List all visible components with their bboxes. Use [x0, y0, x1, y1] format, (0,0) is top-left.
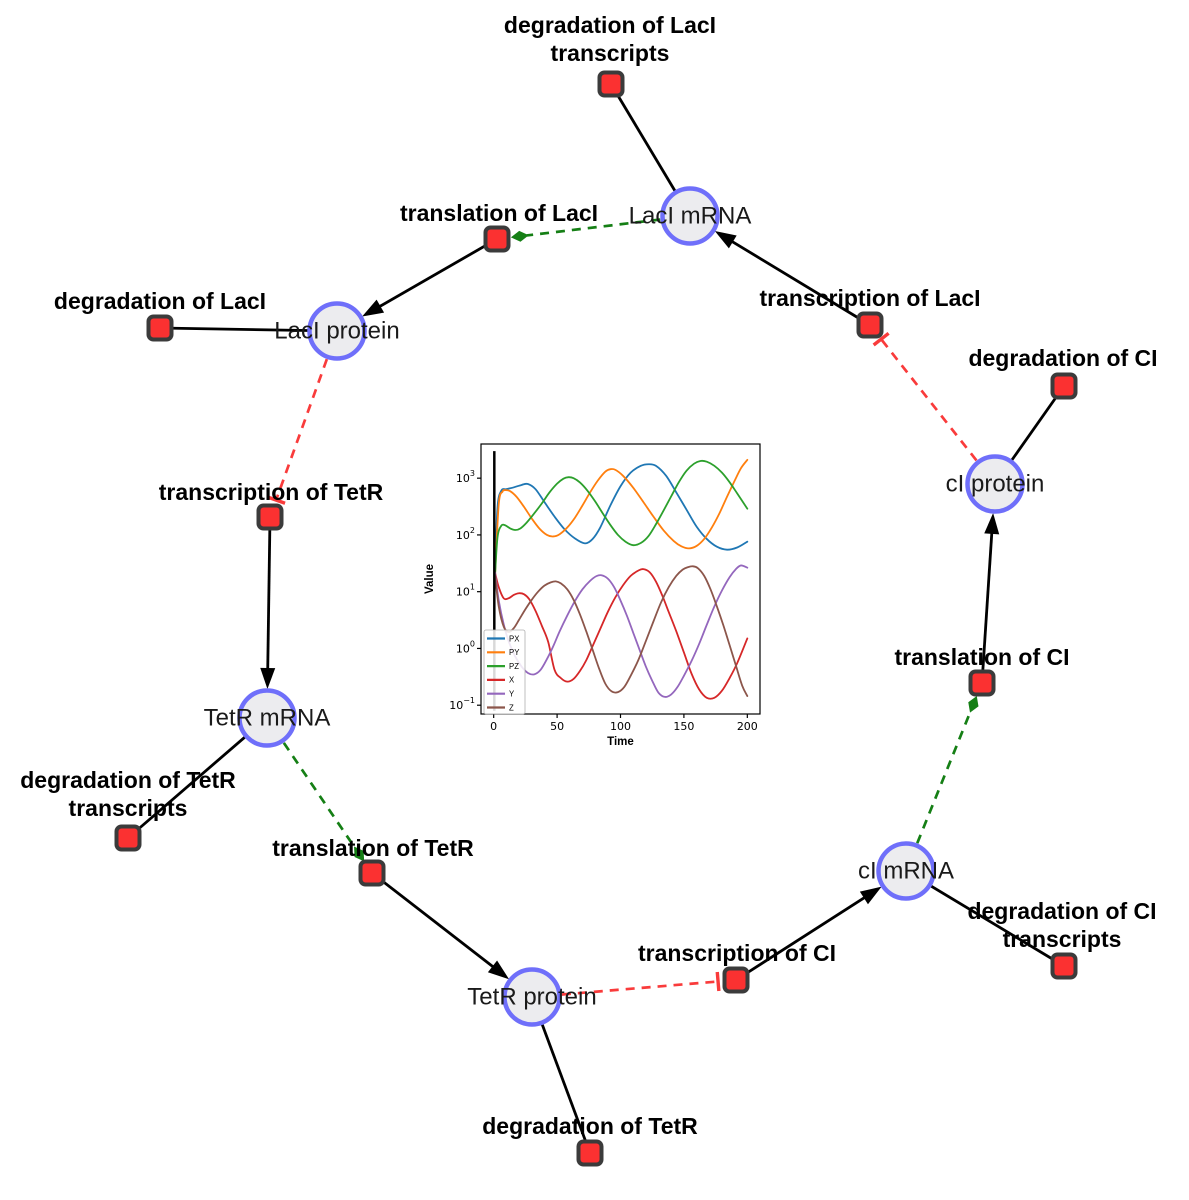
edge-transl-tetr-tetr-protein — [371, 871, 510, 980]
reaction-node-deg-ci[interactable] — [1050, 372, 1078, 400]
chart-xlabel: Time — [607, 736, 634, 748]
reaction-node-transl-laci[interactable] — [483, 225, 511, 253]
reaction-node-transl-tetr[interactable] — [358, 859, 386, 887]
time-series-inset-chart: 0 50 100 150 20010−1100101102103TimeValuePXP… — [424, 443, 761, 748]
chart-series-Z — [494, 565, 749, 697]
edge-transcr-ci-ci-mrna — [735, 886, 882, 982]
edge-tetr-mrna-transl-tetr — [282, 742, 365, 862]
chart-ticks: 0 50 100 150 200 10−1 100 101 102 103 — [449, 469, 758, 733]
edge-laci-protein-transcr-tetr — [266, 358, 329, 505]
edge-transcr-laci-laci-mrna — [714, 231, 871, 327]
chart-x-tick-label: 0 — [490, 720, 497, 733]
reaction-node-transcr-tetr[interactable] — [256, 503, 284, 531]
chart-y-tick-label: 10−1 — [449, 696, 475, 712]
species-node-ci-mrna[interactable] — [876, 841, 936, 901]
chart-series-X — [494, 568, 749, 700]
chart-plot-area — [481, 444, 760, 714]
chart-x-tick-label: 150 — [673, 720, 694, 733]
chart-series-PY — [494, 458, 749, 579]
edge-tetr-protein-transcr-ci — [561, 971, 721, 996]
edge-transl-laci-laci-protein — [362, 237, 498, 317]
chart-legend-label-Y: Y — [509, 690, 515, 699]
chart-y-tick-label: 102 — [456, 526, 475, 542]
reaction-node-transl-ci[interactable] — [968, 669, 996, 697]
chart-series-PX — [494, 463, 749, 576]
species-node-tetr-protein[interactable] — [502, 967, 562, 1027]
reaction-node-deg-tetr-tr[interactable] — [114, 824, 142, 852]
edge-transl-ci-ci-protein — [980, 512, 1000, 684]
chart-y-tick-label: 103 — [456, 469, 475, 485]
species-node-tetr-mrna[interactable] — [237, 688, 297, 748]
reaction-node-transcr-laci[interactable] — [856, 311, 884, 339]
chart-x-tick-label: 50 — [550, 720, 564, 733]
chart-legend-label-Z: Z — [509, 703, 514, 712]
edge-laci-mrna-transl-laci — [510, 218, 661, 242]
chart-x-tick-label: 200 — [737, 720, 758, 733]
reaction-node-deg-tetr[interactable] — [576, 1139, 604, 1167]
reaction-node-transcr-ci[interactable] — [722, 966, 750, 994]
chart-legend-label-PY: PY — [509, 648, 520, 657]
chart-legend: PX PY PZ XYZ — [483, 629, 526, 715]
chart-legend-label-PX: PX — [509, 634, 520, 643]
species-node-laci-mrna[interactable] — [660, 186, 720, 246]
edge-ci-mrna-transl-ci — [915, 695, 979, 844]
edge-ci-protein-transcr-laci — [872, 331, 978, 462]
chart-series-PZ — [494, 459, 749, 579]
chart-series-Y — [494, 564, 749, 698]
chart-y-tick-label: 100 — [456, 639, 475, 655]
edge-ci-mrna-deg-ci-tr — [905, 869, 1065, 968]
species-node-laci-protein[interactable] — [307, 301, 367, 361]
reaction-node-deg-ci-tr[interactable] — [1050, 952, 1078, 980]
chart-legend-label-X: X — [509, 676, 515, 685]
edge-tetr-mrna-deg-tetr-tr — [127, 716, 268, 840]
edge-transcr-tetr-tetr-mrna — [260, 516, 276, 690]
chart-ylabel: Value — [424, 564, 436, 594]
species-node-ci-protein[interactable] — [965, 454, 1025, 514]
chart-y-tick-label: 101 — [456, 583, 475, 599]
chart-legend-label-PZ: PZ — [509, 662, 519, 671]
reaction-node-deg-laci-tr[interactable] — [597, 70, 625, 98]
reaction-node-deg-laci[interactable] — [146, 314, 174, 342]
chart-x-tick-label: 100 — [610, 720, 631, 733]
